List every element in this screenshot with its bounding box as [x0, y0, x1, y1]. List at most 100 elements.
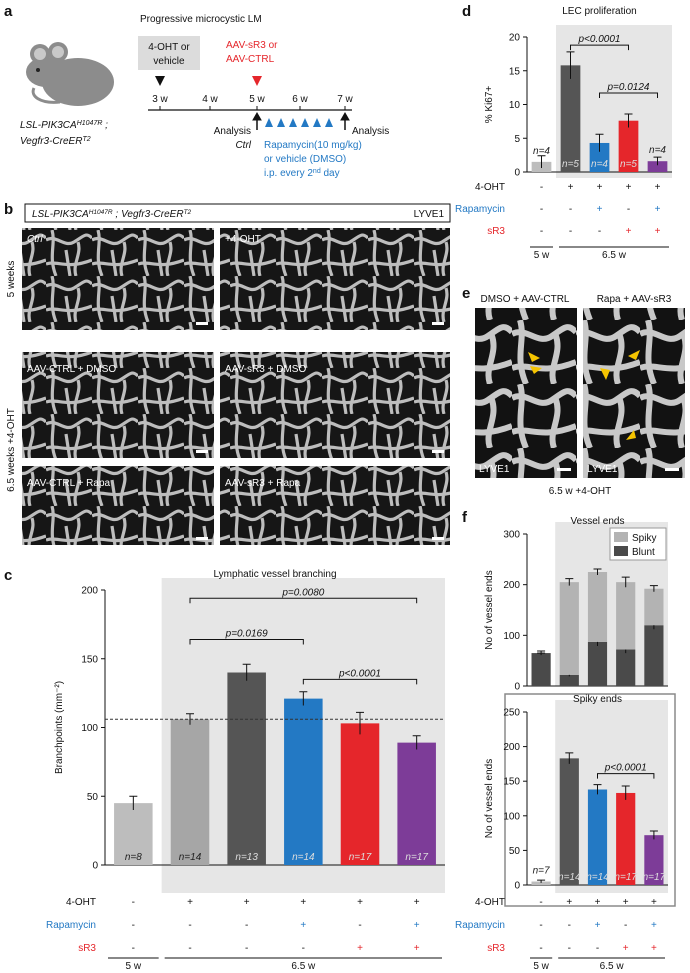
y-tick-label: 0 — [92, 861, 98, 872]
condition-name: Rapamycin — [455, 920, 505, 931]
genotype: LSL-PIK3CAH1047R ; — [20, 120, 108, 132]
image-title: DMSO + AAV-CTRL — [480, 294, 569, 305]
chart-title: Lymphatic vessel branching — [213, 569, 336, 580]
y-tick-label: 300 — [503, 530, 520, 541]
condition-name: Rapamycin — [455, 204, 505, 215]
genotype-text: Vegfr3-CreER — [121, 209, 183, 220]
condition-mark: - — [627, 204, 630, 215]
error-bar — [653, 156, 662, 166]
condition-mark: + — [300, 897, 306, 908]
error-bar — [537, 155, 546, 168]
y-tick-label: 0 — [514, 881, 520, 892]
y-tick-label: 200 — [503, 580, 520, 591]
legend-swatch — [614, 546, 628, 556]
group-label: 6.5 w — [602, 250, 627, 261]
condition-mark: + — [626, 226, 632, 237]
genotype-text: ; — [102, 120, 108, 131]
panel-letter: b — [4, 201, 13, 218]
condition-mark: - — [245, 920, 248, 931]
n-label: n=14 — [179, 852, 202, 863]
error-bar — [593, 784, 602, 795]
marker-label: LYVE1 — [479, 464, 510, 475]
n-label: n=17 — [405, 852, 428, 863]
condition-name: 4-OHT — [475, 182, 505, 193]
comparison-bracket — [570, 44, 629, 51]
arrow — [155, 76, 165, 86]
condition-mark: + — [623, 943, 629, 954]
bar — [589, 142, 610, 172]
genotype-text: ; — [113, 209, 119, 220]
n-label: n=7 — [533, 866, 550, 877]
treatment-label: 4-OHT or — [148, 42, 190, 53]
bar — [560, 65, 581, 172]
error-bar — [621, 785, 630, 800]
scale-bars — [196, 322, 444, 540]
panel-letter: e — [462, 285, 470, 302]
genotype-text: LSL-PIK3CA — [32, 209, 89, 220]
genotype-text: LSL-PIK3CA — [20, 120, 77, 131]
panel-letter: f — [462, 509, 468, 526]
n-label: n=14 — [558, 872, 581, 883]
error-bar — [129, 795, 138, 810]
frame — [504, 693, 676, 907]
bar — [618, 120, 639, 172]
condition-mark: - — [358, 920, 361, 931]
condition-mark: + — [655, 226, 661, 237]
y-tick-label: 5 — [514, 134, 520, 145]
p-value: p<0.0001 — [604, 763, 647, 774]
image-title: Rapa + AAV-sR3 — [597, 294, 672, 305]
condition-mark: - — [539, 943, 542, 954]
condition-mark: - — [132, 920, 135, 931]
condition-mark: + — [414, 943, 420, 954]
marker-label: LYVE1 — [587, 464, 618, 475]
bar-segment — [587, 641, 608, 686]
micrograph — [220, 352, 450, 458]
condition-mark: - — [539, 920, 542, 931]
image-label: AAV-sR3 + Rapa — [225, 478, 301, 489]
condition-mark: - — [568, 943, 571, 954]
bar — [170, 719, 210, 865]
week-label: 5 w — [249, 94, 265, 105]
panel-letter: a — [4, 3, 13, 20]
genotype-sup: H1047R — [89, 209, 113, 216]
image-label: AAV-sR3 + DMSO — [225, 364, 306, 375]
comparison-bracket — [597, 773, 655, 779]
bar — [227, 672, 266, 865]
y-tick-label: 100 — [503, 631, 520, 642]
error-bar — [356, 711, 364, 735]
text: i.p. every 2 — [264, 168, 313, 179]
micrograph — [475, 308, 577, 478]
y-tick-label: 150 — [503, 777, 520, 788]
image-label: AAV-CTRL + DMSO — [27, 364, 116, 375]
condition-mark: + — [595, 920, 601, 931]
error-bar — [624, 113, 633, 128]
micrograph — [220, 466, 450, 545]
bar — [559, 758, 579, 885]
arrow — [252, 76, 262, 86]
error-bar — [649, 830, 658, 840]
condition-mark: + — [651, 943, 657, 954]
error-bar — [242, 663, 251, 681]
y-tick-label: 50 — [509, 846, 521, 857]
condition-mark: + — [187, 897, 193, 908]
y-axis-label: No of vessel ends — [484, 759, 495, 839]
condition-mark: + — [244, 897, 250, 908]
bar — [647, 161, 668, 172]
analysis-arrows — [252, 111, 350, 130]
scale-bars — [557, 468, 679, 471]
bar-segment — [587, 572, 608, 642]
p-value: p<0.0001 — [578, 34, 621, 45]
group-label: 5 w — [126, 961, 142, 972]
ctrl-label: Ctrl — [235, 140, 251, 151]
week-label: 3 w — [152, 94, 168, 105]
micrograph — [22, 466, 214, 545]
condition-mark: - — [540, 226, 543, 237]
condition-mark: + — [566, 897, 572, 908]
bar-segment — [531, 653, 551, 686]
bar-segment — [644, 588, 664, 626]
y-tick-label: 0 — [514, 682, 520, 693]
image-label: Ctrl — [27, 234, 43, 245]
analysis-label: Analysis — [352, 126, 389, 137]
error-bar — [412, 735, 421, 750]
